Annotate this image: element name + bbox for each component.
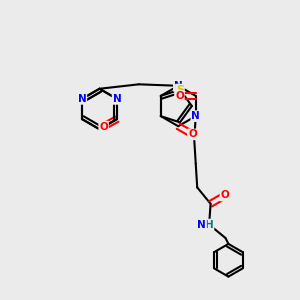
Text: N: N bbox=[191, 111, 200, 121]
Text: N: N bbox=[174, 81, 183, 91]
Text: O: O bbox=[175, 91, 184, 101]
Text: H: H bbox=[205, 220, 214, 230]
Text: O: O bbox=[188, 129, 197, 140]
Text: O: O bbox=[220, 190, 229, 200]
Text: N: N bbox=[112, 94, 122, 104]
Text: N: N bbox=[197, 220, 206, 230]
Text: O: O bbox=[99, 122, 108, 131]
Text: N: N bbox=[78, 94, 86, 104]
Text: S: S bbox=[176, 85, 184, 95]
